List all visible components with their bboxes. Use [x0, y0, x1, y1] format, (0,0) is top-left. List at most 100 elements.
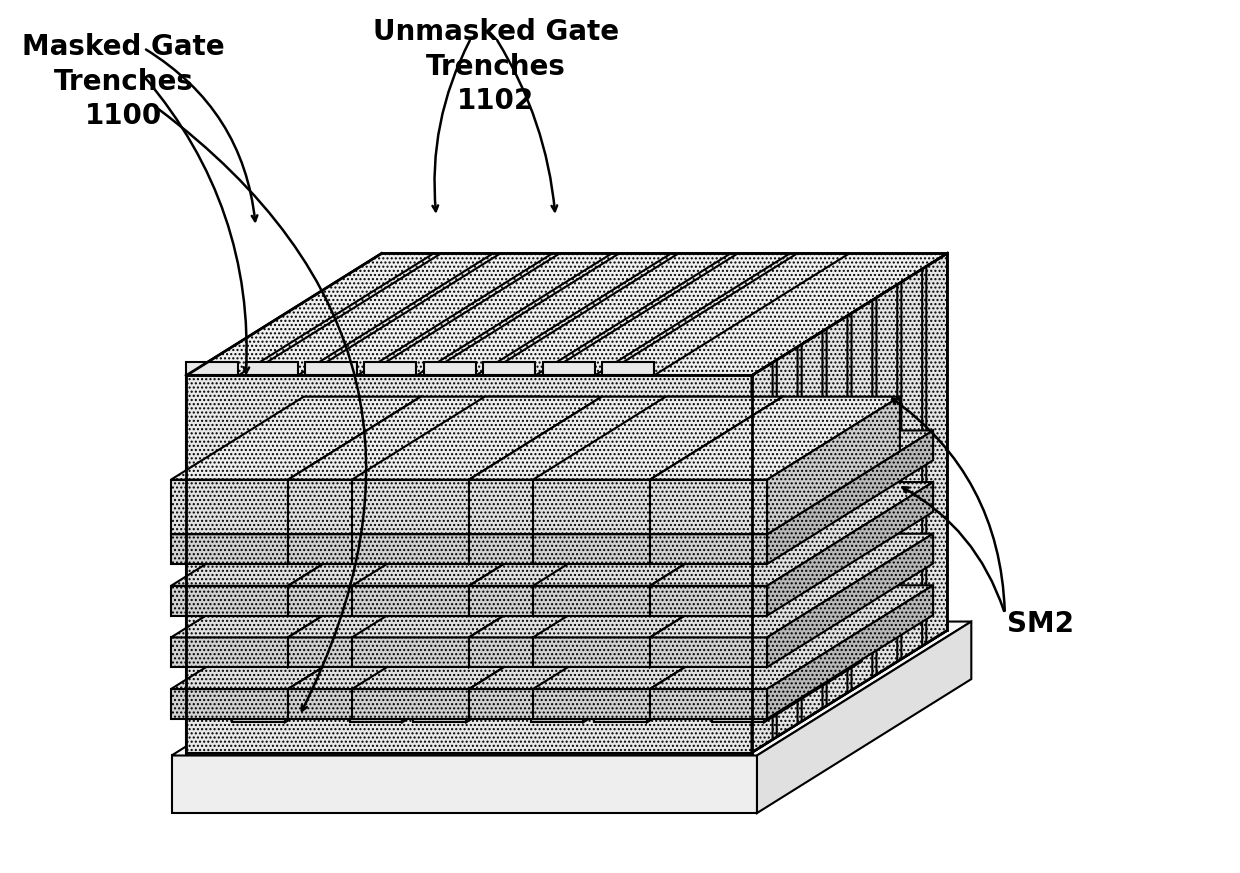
- Polygon shape: [877, 285, 898, 675]
- Polygon shape: [365, 361, 417, 375]
- Polygon shape: [768, 482, 932, 615]
- Polygon shape: [594, 639, 745, 700]
- Polygon shape: [533, 689, 650, 718]
- Polygon shape: [288, 482, 454, 615]
- Polygon shape: [533, 637, 650, 667]
- Polygon shape: [469, 689, 587, 718]
- Polygon shape: [288, 482, 572, 586]
- Polygon shape: [288, 585, 454, 718]
- Polygon shape: [405, 430, 572, 564]
- Polygon shape: [288, 396, 420, 534]
- Polygon shape: [601, 253, 849, 375]
- Polygon shape: [171, 430, 454, 534]
- Polygon shape: [650, 533, 932, 637]
- Polygon shape: [405, 533, 572, 667]
- Polygon shape: [365, 253, 611, 375]
- Polygon shape: [413, 639, 564, 700]
- Polygon shape: [587, 585, 753, 718]
- Polygon shape: [802, 332, 822, 344]
- Polygon shape: [171, 533, 454, 637]
- Polygon shape: [601, 361, 653, 375]
- Polygon shape: [352, 533, 635, 637]
- Polygon shape: [469, 482, 635, 615]
- Text: Masked Gate
Trenches
1100: Masked Gate Trenches 1100: [22, 33, 226, 130]
- Polygon shape: [650, 585, 816, 718]
- Polygon shape: [186, 361, 238, 375]
- Polygon shape: [768, 585, 932, 718]
- Polygon shape: [533, 534, 650, 564]
- Polygon shape: [186, 253, 947, 375]
- Text: SM2: SM2: [1007, 609, 1074, 637]
- Polygon shape: [288, 637, 405, 667]
- Polygon shape: [171, 622, 971, 755]
- Polygon shape: [531, 639, 681, 700]
- Polygon shape: [533, 586, 650, 615]
- Polygon shape: [288, 586, 405, 615]
- Polygon shape: [650, 396, 900, 479]
- Polygon shape: [768, 396, 900, 534]
- Polygon shape: [232, 700, 285, 722]
- Polygon shape: [926, 253, 947, 266]
- Polygon shape: [469, 585, 635, 718]
- Polygon shape: [405, 396, 538, 534]
- Polygon shape: [352, 585, 635, 689]
- Polygon shape: [288, 479, 405, 534]
- Polygon shape: [246, 253, 494, 375]
- Polygon shape: [405, 482, 572, 615]
- Polygon shape: [751, 253, 947, 753]
- Polygon shape: [650, 482, 816, 615]
- Polygon shape: [352, 430, 635, 534]
- Polygon shape: [776, 347, 797, 737]
- Polygon shape: [901, 269, 923, 659]
- Polygon shape: [171, 755, 756, 813]
- Polygon shape: [650, 585, 932, 689]
- Polygon shape: [484, 361, 536, 375]
- Polygon shape: [484, 253, 730, 375]
- Polygon shape: [587, 430, 753, 564]
- Polygon shape: [288, 533, 454, 667]
- Polygon shape: [827, 316, 847, 705]
- Polygon shape: [533, 430, 816, 534]
- Polygon shape: [650, 430, 932, 534]
- Polygon shape: [764, 639, 862, 722]
- Polygon shape: [288, 585, 572, 689]
- Polygon shape: [650, 689, 768, 718]
- Polygon shape: [186, 375, 751, 753]
- Polygon shape: [751, 362, 773, 753]
- Polygon shape: [650, 479, 768, 534]
- Polygon shape: [424, 361, 476, 375]
- Polygon shape: [650, 533, 816, 667]
- Polygon shape: [288, 533, 572, 637]
- Polygon shape: [171, 585, 454, 689]
- Polygon shape: [712, 639, 862, 700]
- Polygon shape: [827, 316, 847, 329]
- Polygon shape: [352, 396, 601, 479]
- Polygon shape: [776, 347, 797, 360]
- Polygon shape: [288, 430, 572, 534]
- Polygon shape: [802, 332, 822, 721]
- Polygon shape: [533, 533, 816, 637]
- Polygon shape: [469, 396, 719, 479]
- Polygon shape: [352, 479, 469, 534]
- Polygon shape: [650, 534, 768, 564]
- Polygon shape: [171, 534, 288, 564]
- Polygon shape: [352, 482, 635, 586]
- Polygon shape: [424, 253, 671, 375]
- Polygon shape: [877, 285, 898, 298]
- Polygon shape: [352, 637, 469, 667]
- Polygon shape: [469, 396, 601, 534]
- Polygon shape: [587, 482, 753, 615]
- Polygon shape: [926, 253, 947, 643]
- Polygon shape: [288, 689, 405, 718]
- Polygon shape: [650, 396, 782, 534]
- Polygon shape: [751, 362, 773, 375]
- Polygon shape: [352, 586, 469, 615]
- Polygon shape: [650, 482, 932, 586]
- Polygon shape: [171, 396, 420, 479]
- Polygon shape: [352, 689, 469, 718]
- Polygon shape: [350, 700, 402, 722]
- Polygon shape: [768, 533, 932, 667]
- Polygon shape: [650, 637, 768, 667]
- Text: Unmasked Gate
Trenches
1102: Unmasked Gate Trenches 1102: [373, 18, 619, 115]
- Polygon shape: [543, 253, 790, 375]
